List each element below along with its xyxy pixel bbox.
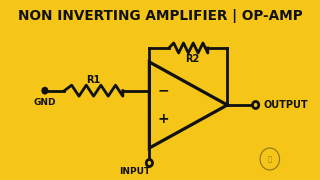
Text: NON INVERTING AMPLIFIER | OP-AMP: NON INVERTING AMPLIFIER | OP-AMP — [18, 9, 302, 23]
Circle shape — [252, 102, 259, 109]
Text: 🌿: 🌿 — [268, 156, 272, 162]
Text: OUTPUT: OUTPUT — [264, 100, 308, 110]
Text: GND: GND — [34, 98, 56, 107]
Circle shape — [42, 87, 48, 94]
Text: R1: R1 — [86, 75, 101, 85]
Text: INPUT: INPUT — [120, 168, 151, 177]
Circle shape — [146, 159, 152, 166]
Text: R2: R2 — [185, 54, 199, 64]
Text: −: − — [158, 84, 169, 98]
Text: +: + — [158, 112, 169, 126]
Circle shape — [260, 148, 280, 170]
